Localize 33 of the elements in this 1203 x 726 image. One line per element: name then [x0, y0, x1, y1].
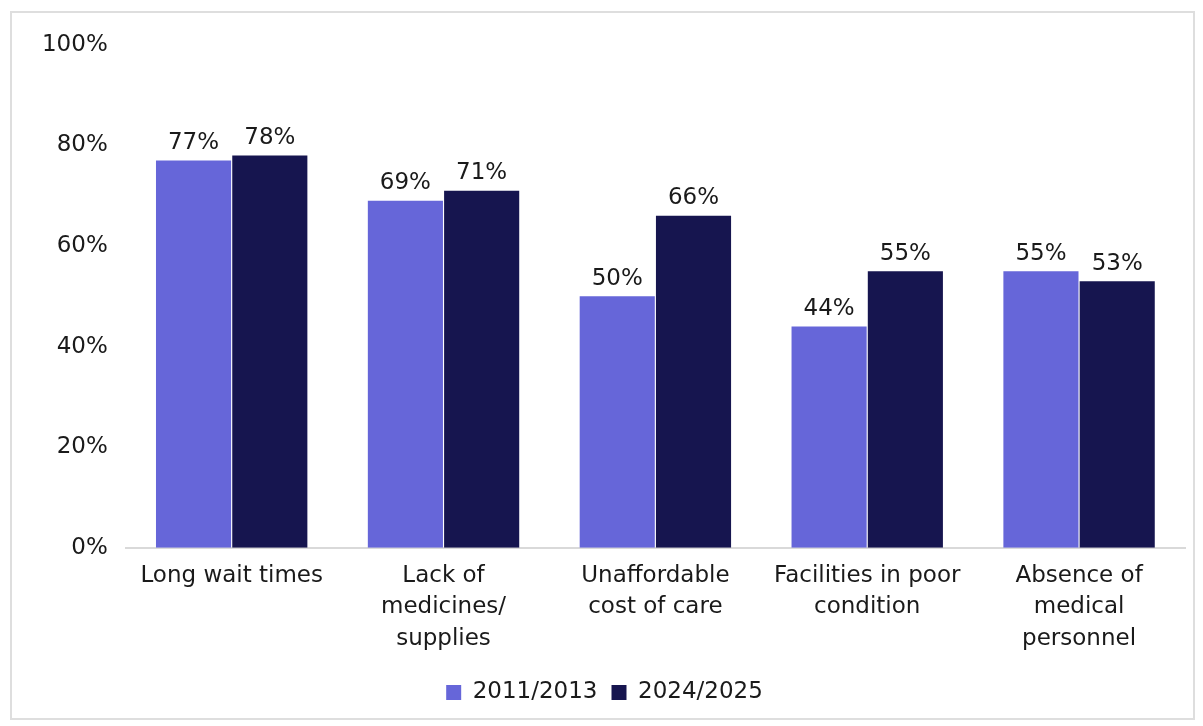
x-tick-label: Lack of medicines/ supplies [381, 560, 507, 651]
data-label: 50% [591, 263, 643, 290]
y-tick-label: 60% [56, 230, 108, 257]
y-tick-label: 20% [56, 432, 108, 459]
bar [1079, 281, 1155, 548]
bar [791, 326, 867, 548]
x-tick-label: Facilities in poor condition [774, 560, 961, 619]
bar [444, 190, 520, 548]
bar [155, 160, 232, 548]
data-label: 55% [1015, 238, 1067, 265]
bar [367, 200, 443, 548]
data-label: 66% [667, 183, 720, 210]
legend-label: 2011/2013 [472, 677, 598, 704]
y-tick-label: 80% [56, 130, 108, 157]
y-tick-label: 100% [41, 29, 108, 56]
x-tick-label: Unaffordable cost of care [581, 560, 730, 619]
data-label: 69% [379, 168, 431, 195]
data-label: 53% [1091, 248, 1143, 275]
bar [232, 155, 308, 548]
x-tick-label: Long wait times [140, 560, 323, 587]
bar [579, 296, 655, 548]
bar [1003, 271, 1079, 548]
data-label: 71% [456, 158, 508, 185]
bar [867, 271, 943, 548]
data-label: 78% [244, 122, 296, 149]
y-tick-label: 0% [71, 532, 108, 559]
bar [655, 215, 732, 548]
data-label: 44% [803, 293, 855, 320]
data-label: 77% [167, 127, 220, 154]
y-tick-label: 40% [56, 331, 108, 358]
x-tick-label: Absence of medical personnel [1015, 560, 1144, 651]
data-label: 55% [879, 238, 931, 265]
legend-label: 2024/2025 [638, 677, 763, 704]
